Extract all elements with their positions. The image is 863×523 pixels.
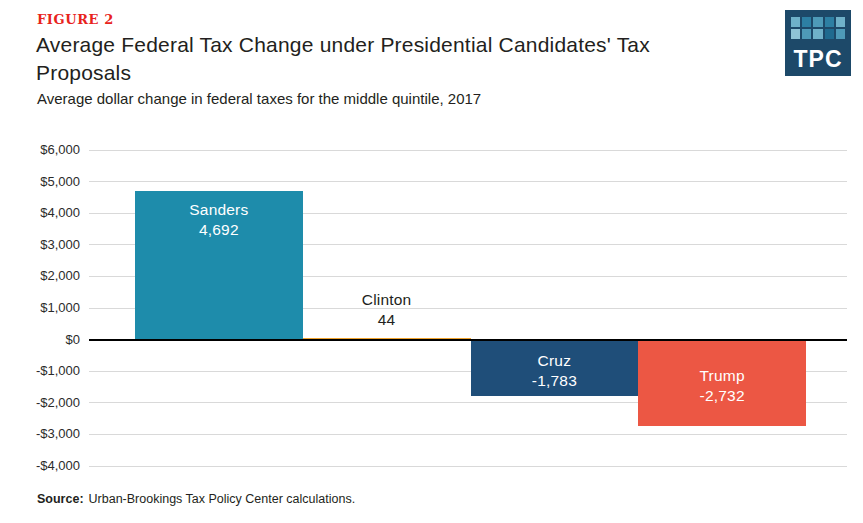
bar-category-label: Sanders — [135, 200, 303, 220]
source-label: Source: — [37, 492, 84, 506]
bar-label-clinton: Clinton44 — [303, 290, 471, 330]
y-axis-tick-label: $5,000 — [2, 174, 80, 189]
bar-category-label: Cruz — [471, 351, 639, 371]
gridline — [89, 466, 847, 467]
zero-axis-line — [89, 339, 847, 341]
y-axis-tick-label: $0 — [2, 332, 80, 347]
bar-label-cruz: Cruz-1,783 — [471, 351, 639, 391]
figure-canvas: FIGURE 2 Average Federal Tax Change unde… — [0, 0, 863, 523]
bar-category-label: Clinton — [303, 290, 471, 310]
source-text: Urban-Brookings Tax Policy Center calcul… — [89, 492, 356, 506]
gridline — [89, 434, 847, 435]
gridline — [89, 181, 847, 182]
y-axis-tick-label: -$4,000 — [2, 458, 80, 473]
source-line: Source: Urban-Brookings Tax Policy Center… — [37, 492, 355, 506]
bar-value-label: -2,732 — [638, 386, 806, 406]
bar-chart-plot: $6,000 $5,000 $4,000 $3,000 $2,000 $1,000 $0 -$… — [0, 0, 863, 523]
y-axis-tick-label: -$1,000 — [2, 363, 80, 378]
y-axis-tick-label: -$3,000 — [2, 426, 80, 441]
y-axis-tick-label: $6,000 — [2, 142, 80, 157]
y-axis-tick-label: $1,000 — [2, 300, 80, 315]
bar-category-label: Trump — [638, 366, 806, 386]
y-axis-tick-label: $4,000 — [2, 205, 80, 220]
bar-label-trump: Trump-2,732 — [638, 366, 806, 406]
bar-value-label: 44 — [303, 310, 471, 330]
y-axis-tick-label: $2,000 — [2, 268, 80, 283]
bar-value-label: 4,692 — [135, 220, 303, 240]
gridline — [89, 150, 847, 151]
y-axis-tick-label: $3,000 — [2, 237, 80, 252]
bar-label-sanders: Sanders4,692 — [135, 200, 303, 240]
bar-value-label: -1,783 — [471, 371, 639, 391]
y-axis-tick-label: -$2,000 — [2, 395, 80, 410]
